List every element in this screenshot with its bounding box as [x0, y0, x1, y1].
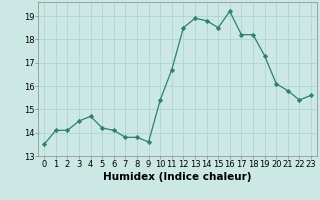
X-axis label: Humidex (Indice chaleur): Humidex (Indice chaleur)	[103, 172, 252, 182]
